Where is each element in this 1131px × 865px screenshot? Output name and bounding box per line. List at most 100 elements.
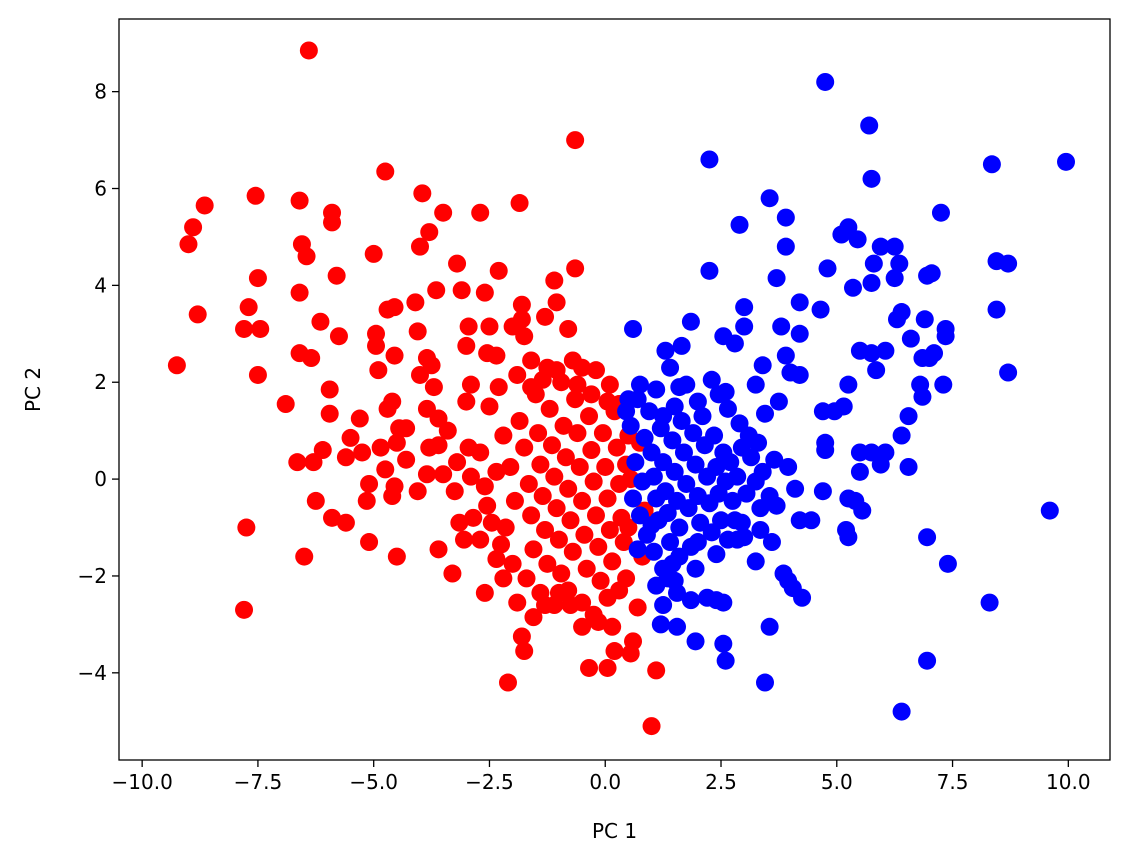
scatter-point — [573, 358, 592, 377]
scatter-point — [443, 564, 462, 583]
scatter-point — [188, 305, 207, 324]
scatter-point — [531, 583, 550, 602]
scatter-point — [475, 283, 494, 302]
scatter-point — [406, 293, 425, 312]
scatter-point — [693, 407, 712, 426]
scatter-point — [772, 317, 791, 336]
scatter-point — [559, 581, 578, 600]
scatter-point — [628, 540, 647, 559]
scatter-point — [686, 632, 705, 651]
scatter-point — [547, 293, 566, 312]
scatter-point — [686, 559, 705, 578]
scatter-point — [522, 351, 541, 370]
scatter-point — [730, 215, 749, 234]
scatter-point — [251, 319, 270, 338]
y-tick-label: −4 — [78, 661, 107, 685]
scatter-point — [327, 266, 346, 285]
scatter-point — [276, 395, 295, 414]
scatter-point — [640, 402, 659, 421]
scatter-point — [397, 450, 416, 469]
scatter-point — [364, 244, 383, 263]
scatter-point — [686, 455, 705, 474]
scatter-point — [725, 511, 744, 530]
scatter-point — [311, 312, 330, 331]
y-tick-label: 2 — [94, 370, 107, 394]
scatter-point — [494, 569, 513, 588]
scatter-point — [723, 491, 742, 510]
scatter-point — [239, 298, 258, 317]
scatter-point — [411, 237, 429, 256]
scatter-point — [892, 426, 911, 445]
scatter-point — [756, 404, 774, 423]
scatter-point — [735, 528, 754, 547]
scatter-point — [630, 375, 649, 394]
scatter-point — [295, 547, 314, 566]
scatter-point — [850, 462, 869, 481]
scatter-point — [290, 283, 309, 302]
y-tick-label: 4 — [94, 273, 107, 297]
scatter-point — [753, 462, 772, 481]
scatter-point — [871, 237, 890, 256]
scatter-point — [482, 513, 501, 532]
scatter-point — [665, 462, 684, 481]
scatter-point — [461, 375, 480, 394]
scatter-point — [306, 491, 325, 510]
scatter-point — [248, 365, 267, 384]
scatter-point — [700, 150, 719, 169]
scatter-point — [598, 392, 617, 411]
scatter-point — [598, 489, 617, 508]
scatter-point — [802, 511, 821, 530]
scatter-point — [452, 281, 471, 300]
scatter-point — [512, 310, 531, 329]
scatter-point — [767, 496, 786, 515]
scatter-point — [341, 428, 360, 447]
scatter-point — [515, 642, 534, 661]
scatter-point — [839, 375, 858, 394]
scatter-point — [288, 453, 307, 472]
scatter-point — [320, 404, 339, 423]
scatter-point — [536, 307, 555, 326]
scatter-point — [885, 237, 904, 256]
scatter-point — [848, 230, 867, 249]
scatter-point — [756, 673, 774, 692]
scatter-point — [742, 448, 761, 467]
scatter-point — [487, 550, 506, 569]
scatter-point — [167, 356, 186, 375]
scatter-point — [853, 501, 872, 520]
scatter-point — [438, 421, 457, 440]
scatter-point — [492, 535, 511, 554]
scatter-point — [765, 450, 784, 469]
scatter-point — [313, 441, 332, 460]
scatter-point — [751, 520, 770, 539]
scatter-point — [707, 545, 726, 564]
scatter-point — [987, 300, 1006, 319]
scatter-point — [510, 194, 529, 213]
scatter-point — [593, 424, 612, 443]
scatter-point — [644, 467, 663, 486]
y-axis: −4 −2 0 2 4 6 8 — [78, 80, 119, 685]
scatter-point — [864, 254, 883, 273]
scatter-point — [503, 554, 522, 573]
scatter-point — [413, 184, 432, 203]
x-tick-label: −5.0 — [349, 770, 398, 794]
scatter-point — [480, 397, 499, 416]
scatter-point — [862, 169, 881, 188]
scatter-point — [746, 375, 765, 394]
scatter-point — [999, 363, 1018, 382]
scatter-point — [721, 453, 740, 472]
scatter-point — [464, 508, 483, 527]
scatter-point — [387, 547, 406, 566]
scatter-point — [519, 474, 538, 493]
scatter-point — [508, 365, 527, 384]
scatter-point — [336, 448, 355, 467]
scatter-point — [751, 499, 770, 518]
scatter-point — [681, 312, 700, 331]
scatter-point — [793, 588, 812, 607]
scatter-point — [626, 453, 645, 472]
scatter-point — [735, 317, 754, 336]
scatter-point — [596, 457, 615, 476]
scatter-point — [471, 530, 490, 549]
scatter-point — [448, 453, 467, 472]
